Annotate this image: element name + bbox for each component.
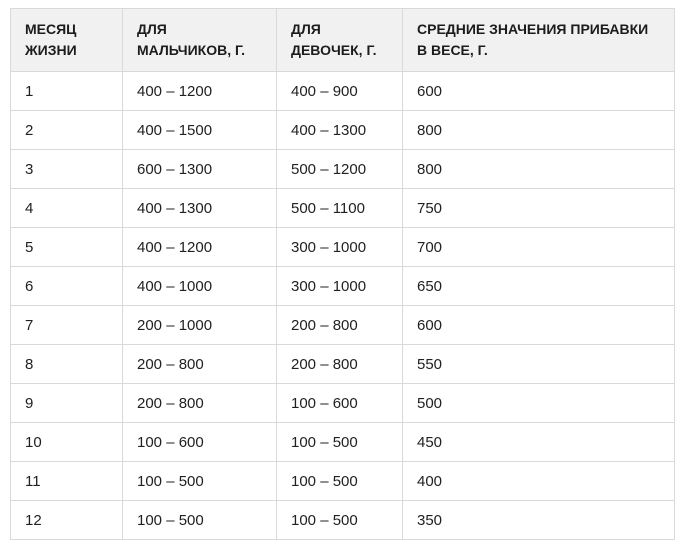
month-cell: 3 <box>10 149 123 189</box>
average-cell: 550 <box>402 344 675 384</box>
month-cell: 1 <box>10 71 123 111</box>
table-row: 6 400 – 1000 300 – 1000 650 <box>10 266 675 306</box>
average-cell: 500 <box>402 383 675 423</box>
average-cell: 600 <box>402 71 675 111</box>
month-cell: 8 <box>10 344 123 384</box>
table-header: МЕСЯЦ ЖИЗНИ ДЛЯ МАЛЬЧИКОВ, Г. ДЛЯ ДЕВОЧЕК,… <box>10 8 675 72</box>
table-row: 9 200 – 800 100 – 600 500 <box>10 383 675 423</box>
girls-range-cell: 500 – 1100 <box>276 188 403 228</box>
average-cell: 600 <box>402 305 675 345</box>
girls-range-cell: 100 – 500 <box>276 500 403 540</box>
table-row: 1 400 – 1200 400 – 900 600 <box>10 71 675 111</box>
average-cell: 450 <box>402 422 675 462</box>
average-cell: 800 <box>402 149 675 189</box>
girls-range-cell: 100 – 500 <box>276 461 403 501</box>
boys-range-cell: 600 – 1300 <box>122 149 277 189</box>
girls-range-cell: 200 – 800 <box>276 344 403 384</box>
month-cell: 4 <box>10 188 123 228</box>
month-cell: 11 <box>10 461 123 501</box>
average-cell: 700 <box>402 227 675 267</box>
girls-range-cell: 500 – 1200 <box>276 149 403 189</box>
table-row: 8 200 – 800 200 – 800 550 <box>10 344 675 384</box>
month-cell: 6 <box>10 266 123 306</box>
table-row: 10 100 – 600 100 – 500 450 <box>10 422 675 462</box>
average-cell: 350 <box>402 500 675 540</box>
boys-range-cell: 200 – 800 <box>122 383 277 423</box>
month-cell: 9 <box>10 383 123 423</box>
boys-range-cell: 400 – 1500 <box>122 110 277 150</box>
table-row: 7 200 – 1000 200 – 800 600 <box>10 305 675 345</box>
boys-range-cell: 200 – 1000 <box>122 305 277 345</box>
column-header-2: ДЛЯ ДЕВОЧЕК, Г. <box>276 8 403 72</box>
boys-range-cell: 200 – 800 <box>122 344 277 384</box>
boys-range-cell: 100 – 600 <box>122 422 277 462</box>
boys-range-cell: 100 – 500 <box>122 500 277 540</box>
girls-range-cell: 100 – 500 <box>276 422 403 462</box>
table-row: 11 100 – 500 100 – 500 400 <box>10 461 675 501</box>
month-cell: 10 <box>10 422 123 462</box>
girls-range-cell: 100 – 600 <box>276 383 403 423</box>
table-row: 4 400 – 1300 500 – 1100 750 <box>10 188 675 228</box>
month-cell: 5 <box>10 227 123 267</box>
average-cell: 400 <box>402 461 675 501</box>
month-cell: 2 <box>10 110 123 150</box>
header-row: МЕСЯЦ ЖИЗНИ ДЛЯ МАЛЬЧИКОВ, Г. ДЛЯ ДЕВОЧЕК,… <box>10 8 675 72</box>
table-row: 12 100 – 500 100 – 500 350 <box>10 500 675 540</box>
boys-range-cell: 400 – 1300 <box>122 188 277 228</box>
boys-range-cell: 400 – 1200 <box>122 71 277 111</box>
average-cell: 750 <box>402 188 675 228</box>
girls-range-cell: 400 – 1300 <box>276 110 403 150</box>
column-header-3: СРЕДНИЕ ЗНАЧЕНИЯ ПРИБАВКИ В ВЕСЕ, Г. <box>402 8 675 72</box>
month-cell: 12 <box>10 500 123 540</box>
average-cell: 800 <box>402 110 675 150</box>
column-header-1: ДЛЯ МАЛЬЧИКОВ, Г. <box>122 8 277 72</box>
boys-range-cell: 400 – 1000 <box>122 266 277 306</box>
girls-range-cell: 200 – 800 <box>276 305 403 345</box>
table-row: 2 400 – 1500 400 – 1300 800 <box>10 110 675 150</box>
boys-range-cell: 400 – 1200 <box>122 227 277 267</box>
weight-gain-table: МЕСЯЦ ЖИЗНИ ДЛЯ МАЛЬЧИКОВ, Г. ДЛЯ ДЕВОЧЕК,… <box>10 8 675 540</box>
month-cell: 7 <box>10 305 123 345</box>
girls-range-cell: 300 – 1000 <box>276 266 403 306</box>
column-header-0: МЕСЯЦ ЖИЗНИ <box>10 8 123 72</box>
table-body: 1 400 – 1200 400 – 900 600 2 400 – 1500 400 – … <box>10 71 675 540</box>
table-row: 3 600 – 1300 500 – 1200 800 <box>10 149 675 189</box>
table-row: 5 400 – 1200 300 – 1000 700 <box>10 227 675 267</box>
average-cell: 650 <box>402 266 675 306</box>
boys-range-cell: 100 – 500 <box>122 461 277 501</box>
girls-range-cell: 400 – 900 <box>276 71 403 111</box>
girls-range-cell: 300 – 1000 <box>276 227 403 267</box>
